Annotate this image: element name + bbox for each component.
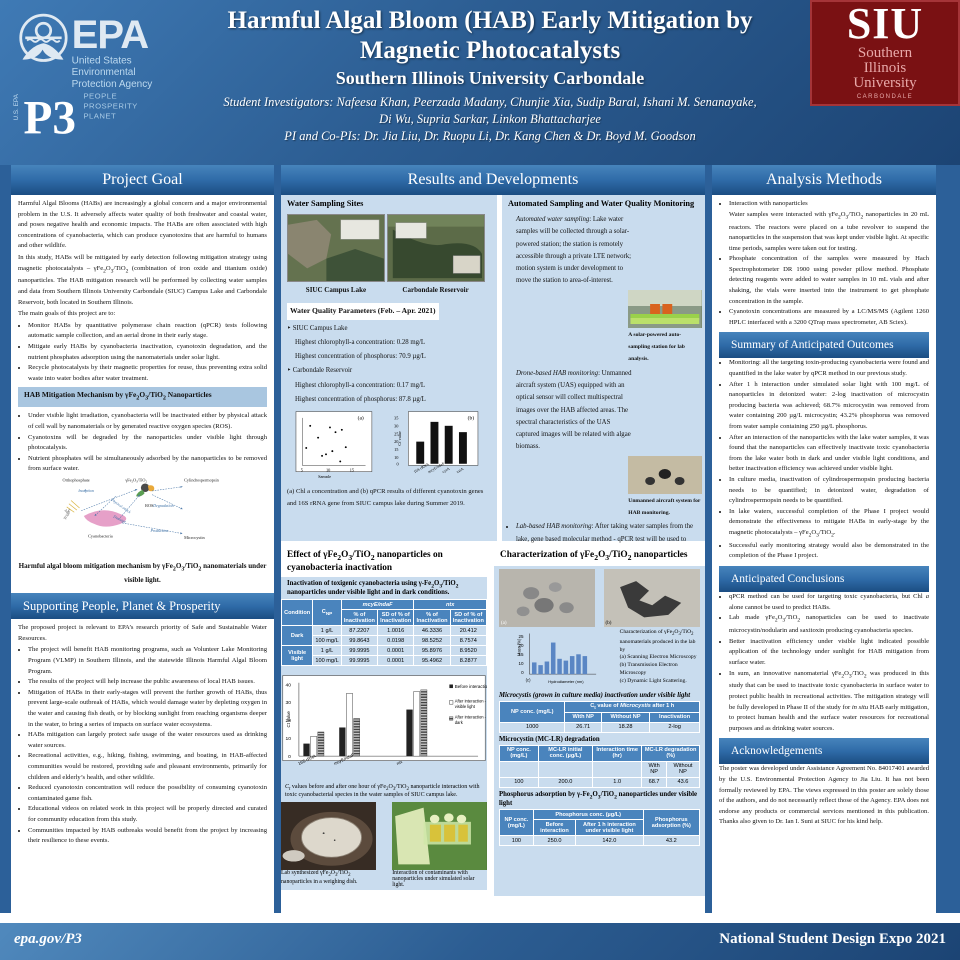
svg-text:10: 10 bbox=[326, 468, 330, 473]
svg-text:Cyanobacteria: Cyanobacteria bbox=[88, 533, 113, 538]
svg-text:10: 10 bbox=[518, 661, 524, 666]
svg-text:15: 15 bbox=[394, 447, 398, 452]
svg-text:Hydrodiameter (nm): Hydrodiameter (nm) bbox=[548, 679, 584, 684]
svg-text:15: 15 bbox=[350, 468, 354, 473]
svg-text:(a): (a) bbox=[358, 415, 364, 422]
svg-text:10: 10 bbox=[394, 455, 398, 460]
svg-text:30: 30 bbox=[394, 424, 398, 429]
svg-text:United States: United States bbox=[72, 55, 132, 66]
svg-text:dark: dark bbox=[455, 720, 464, 725]
svg-text:(c): (c) bbox=[526, 677, 531, 682]
svg-text:40: 40 bbox=[285, 682, 291, 688]
svg-text:U.S. EPA: U.S. EPA bbox=[13, 93, 20, 120]
svg-text:Degradation: Degradation bbox=[152, 503, 173, 508]
svg-text:25: 25 bbox=[518, 634, 524, 639]
svg-text:After interaction - under: After interaction - under bbox=[455, 715, 487, 720]
svg-text:30: 30 bbox=[285, 700, 291, 706]
svg-text:Before interaction: Before interaction bbox=[455, 684, 487, 689]
svg-text:cyrA: cyrA bbox=[441, 466, 450, 474]
svg-text:0: 0 bbox=[521, 670, 524, 675]
svg-text:Ct value: Ct value bbox=[397, 431, 402, 446]
svg-text:Mass (%): Mass (%) bbox=[516, 638, 521, 656]
svg-text:Microcystin: Microcystin bbox=[184, 535, 205, 540]
svg-text:0: 0 bbox=[396, 462, 398, 467]
svg-text:(b): (b) bbox=[467, 415, 474, 422]
svg-text:Environmental: Environmental bbox=[72, 67, 136, 78]
svg-text:Cylindrospermopsin: Cylindrospermopsin bbox=[184, 477, 220, 482]
svg-text:γFe₂O₃/TiO₂: γFe₂O₃/TiO₂ bbox=[125, 477, 147, 482]
svg-text:Protection Agency: Protection Agency bbox=[72, 79, 153, 90]
svg-text:Sample: Sample bbox=[318, 474, 331, 478]
svg-text:sxtA: sxtA bbox=[455, 466, 464, 474]
svg-text:5: 5 bbox=[301, 468, 303, 473]
svg-text:EPA: EPA bbox=[72, 13, 149, 57]
svg-text:Orthophosphate: Orthophosphate bbox=[63, 477, 90, 482]
svg-text:After interaction - under: After interaction - under bbox=[455, 699, 487, 704]
svg-text:10: 10 bbox=[285, 736, 291, 742]
svg-text:Ct value: Ct value bbox=[286, 711, 291, 728]
svg-text:0: 0 bbox=[288, 754, 291, 760]
svg-text:visible light: visible light bbox=[455, 704, 476, 709]
svg-text:35: 35 bbox=[394, 416, 398, 421]
svg-text:Absorption: Absorption bbox=[79, 488, 94, 493]
